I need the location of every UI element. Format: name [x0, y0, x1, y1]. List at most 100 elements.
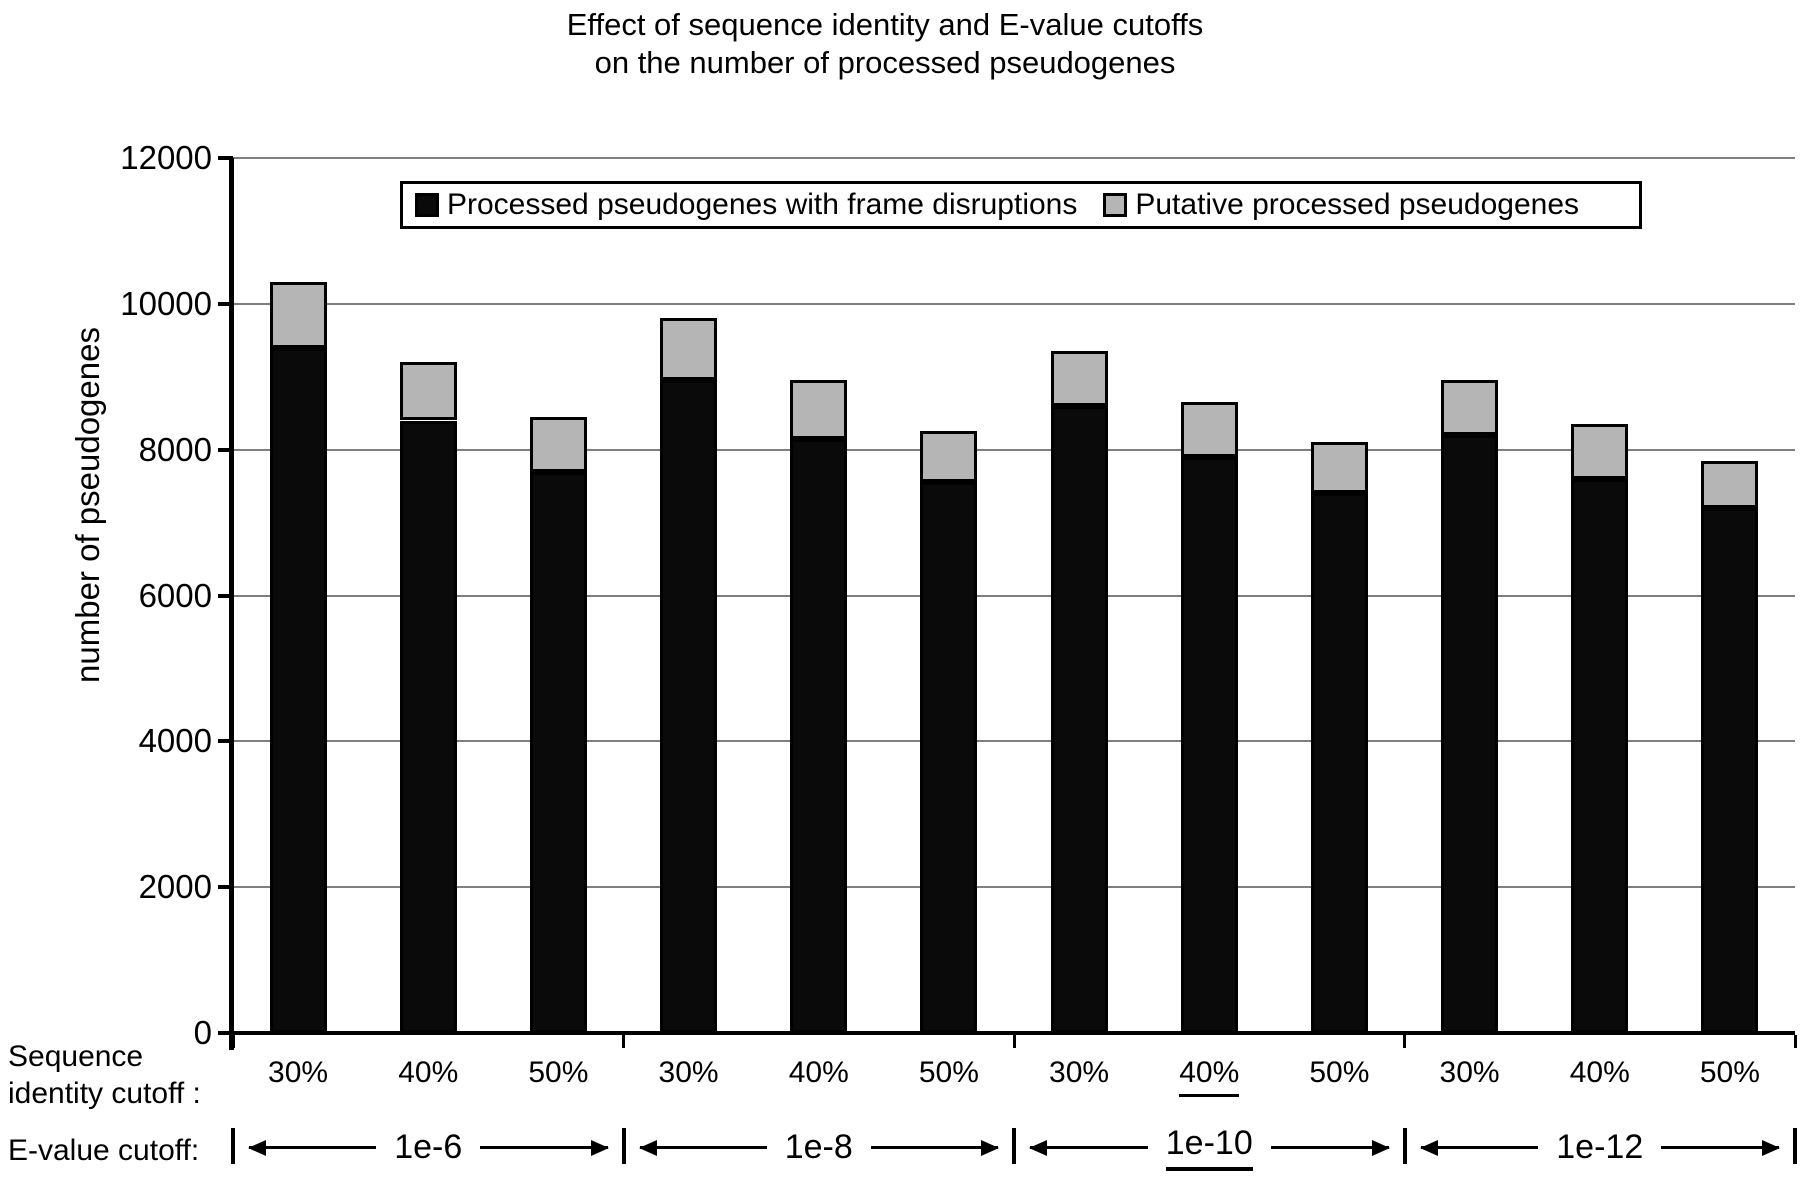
chart-title-line2: on the number of processed pseudogenes	[594, 45, 1176, 80]
y-axis-tick	[218, 301, 233, 306]
identity-label-text: 30%	[1439, 1056, 1500, 1089]
evalue-group-label: 1e-12	[1556, 1127, 1644, 1166]
right-arrow-icon	[870, 1139, 1000, 1156]
group-boundary-mark	[231, 1128, 235, 1164]
bar-frame-disruptions-segment	[660, 380, 718, 1033]
left-arrow-icon	[1029, 1139, 1148, 1156]
y-axis-tick	[218, 593, 233, 598]
gridline	[233, 157, 1795, 159]
identity-label-text: 50%	[1699, 1056, 1760, 1089]
y-tick-label: 8000	[138, 430, 212, 468]
right-arrow-icon	[480, 1139, 609, 1156]
group-boundary-tick	[1012, 1035, 1016, 1048]
evalue-group-row: 1e-12	[1419, 1126, 1780, 1168]
right-arrow-icon	[1661, 1139, 1780, 1156]
gridline	[233, 886, 1795, 889]
chart-title-line1: Effect of sequence identity and E-value …	[566, 7, 1204, 42]
y-tick-label: 6000	[138, 576, 212, 614]
identity-label-text: 50%	[528, 1056, 589, 1089]
identity-label: 30%	[1410, 1056, 1530, 1090]
group-boundary-mark	[1012, 1128, 1016, 1164]
evalue-cutoff-caption: E-value cutoff:	[8, 1134, 200, 1167]
x-axis-line	[233, 1031, 1795, 1035]
bar-frame-disruptions-segment	[529, 471, 587, 1033]
identity-label: 50%	[1279, 1056, 1399, 1090]
identity-label: 30%	[1019, 1056, 1139, 1090]
identity-label: 40%	[368, 1056, 488, 1090]
evalue-group-label: 1e-6	[394, 1127, 463, 1166]
bar-putative-segment	[1310, 442, 1368, 494]
bar-putative-segment	[660, 318, 718, 381]
y-tick-label: 0	[193, 1014, 212, 1051]
legend-label-putative: Putative processed pseudogenes	[1135, 188, 1580, 221]
left-arrow-icon	[247, 1139, 377, 1156]
identity-cutoff-caption: Sequence identity cutoff :	[8, 1040, 201, 1110]
group-boundary-mark	[1793, 1128, 1797, 1164]
bar-putative-segment	[399, 362, 457, 421]
group-boundary-tick	[622, 1035, 625, 1048]
bar-frame-disruptions-segment	[790, 438, 848, 1033]
identity-label-text: 40%	[1569, 1056, 1630, 1089]
y-axis-line	[229, 158, 234, 1050]
bar-putative-segment	[920, 431, 978, 483]
bar-putative-segment	[1701, 460, 1759, 508]
y-axis-tick	[218, 739, 233, 744]
y-tick-label: 12000	[120, 139, 212, 176]
bar-putative-segment	[1571, 424, 1629, 479]
group-boundary-tick	[1403, 1035, 1406, 1048]
identity-label: 50%	[1670, 1056, 1790, 1090]
bar-frame-disruptions-segment	[1701, 508, 1759, 1033]
group-boundary-tick	[231, 1035, 235, 1048]
y-tick-label: 2000	[138, 868, 212, 906]
identity-label-text: 50%	[918, 1056, 979, 1089]
bar-putative-segment	[529, 416, 587, 472]
evalue-group-label: 1e-8	[784, 1127, 853, 1166]
y-axis-tick	[218, 447, 233, 452]
group-boundary-tick	[1793, 1035, 1797, 1048]
evalue-group-row: 1e-8	[638, 1126, 1000, 1168]
gridline	[233, 448, 1795, 451]
right-arrow-icon	[1270, 1139, 1390, 1156]
left-arrow-icon	[1419, 1139, 1539, 1156]
bar-frame-disruptions-segment	[1050, 405, 1108, 1033]
identity-label: 40%	[1540, 1056, 1660, 1090]
left-arrow-icon	[638, 1139, 767, 1156]
identity-label: 50%	[498, 1056, 618, 1090]
bar-putative-segment	[790, 380, 848, 439]
bar-putative-segment	[1050, 351, 1108, 406]
gridline	[233, 594, 1795, 597]
y-axis-tick	[218, 156, 233, 160]
identity-label-text: 30%	[1049, 1056, 1110, 1089]
y-axis-title: number of pseudogenes	[69, 327, 106, 683]
bar-frame-disruptions-segment	[399, 420, 457, 1033]
bar-frame-disruptions-segment	[1310, 493, 1368, 1033]
identity-label: 40%	[759, 1056, 879, 1090]
bar-frame-disruptions-segment	[1180, 456, 1238, 1033]
bar-putative-segment	[1441, 380, 1499, 436]
y-axis-tick	[218, 1031, 233, 1035]
identity-label-text: 50%	[1309, 1056, 1370, 1089]
legend: Processed pseudogenes with frame disrupt…	[400, 181, 1642, 229]
evalue-group-label: 1e-10	[1165, 1124, 1253, 1171]
bar-frame-disruptions-segment	[920, 482, 978, 1033]
bar-frame-disruptions-segment	[1571, 478, 1629, 1033]
identity-label-text: 40%	[398, 1056, 459, 1089]
identity-label: 50%	[889, 1056, 1009, 1090]
chart-title: Effect of sequence identity and E-value …	[0, 6, 1770, 82]
y-tick-label: 4000	[138, 722, 212, 760]
group-boundary-mark	[621, 1128, 626, 1164]
gridline	[233, 740, 1795, 743]
y-axis-tick	[218, 885, 233, 890]
gridline	[233, 302, 1795, 305]
bar-frame-disruptions-segment	[269, 347, 327, 1033]
identity-label-text: 30%	[268, 1056, 329, 1089]
y-tick-label: 10000	[120, 284, 212, 322]
evalue-group-row: 1e-10	[1029, 1124, 1390, 1171]
bar-putative-segment	[1180, 402, 1238, 457]
identity-label-text: 30%	[658, 1056, 719, 1089]
plot-area	[233, 157, 1795, 1033]
identity-label: 30%	[629, 1056, 749, 1090]
group-boundary-mark	[1402, 1128, 1407, 1164]
identity-label: 30%	[238, 1056, 358, 1090]
